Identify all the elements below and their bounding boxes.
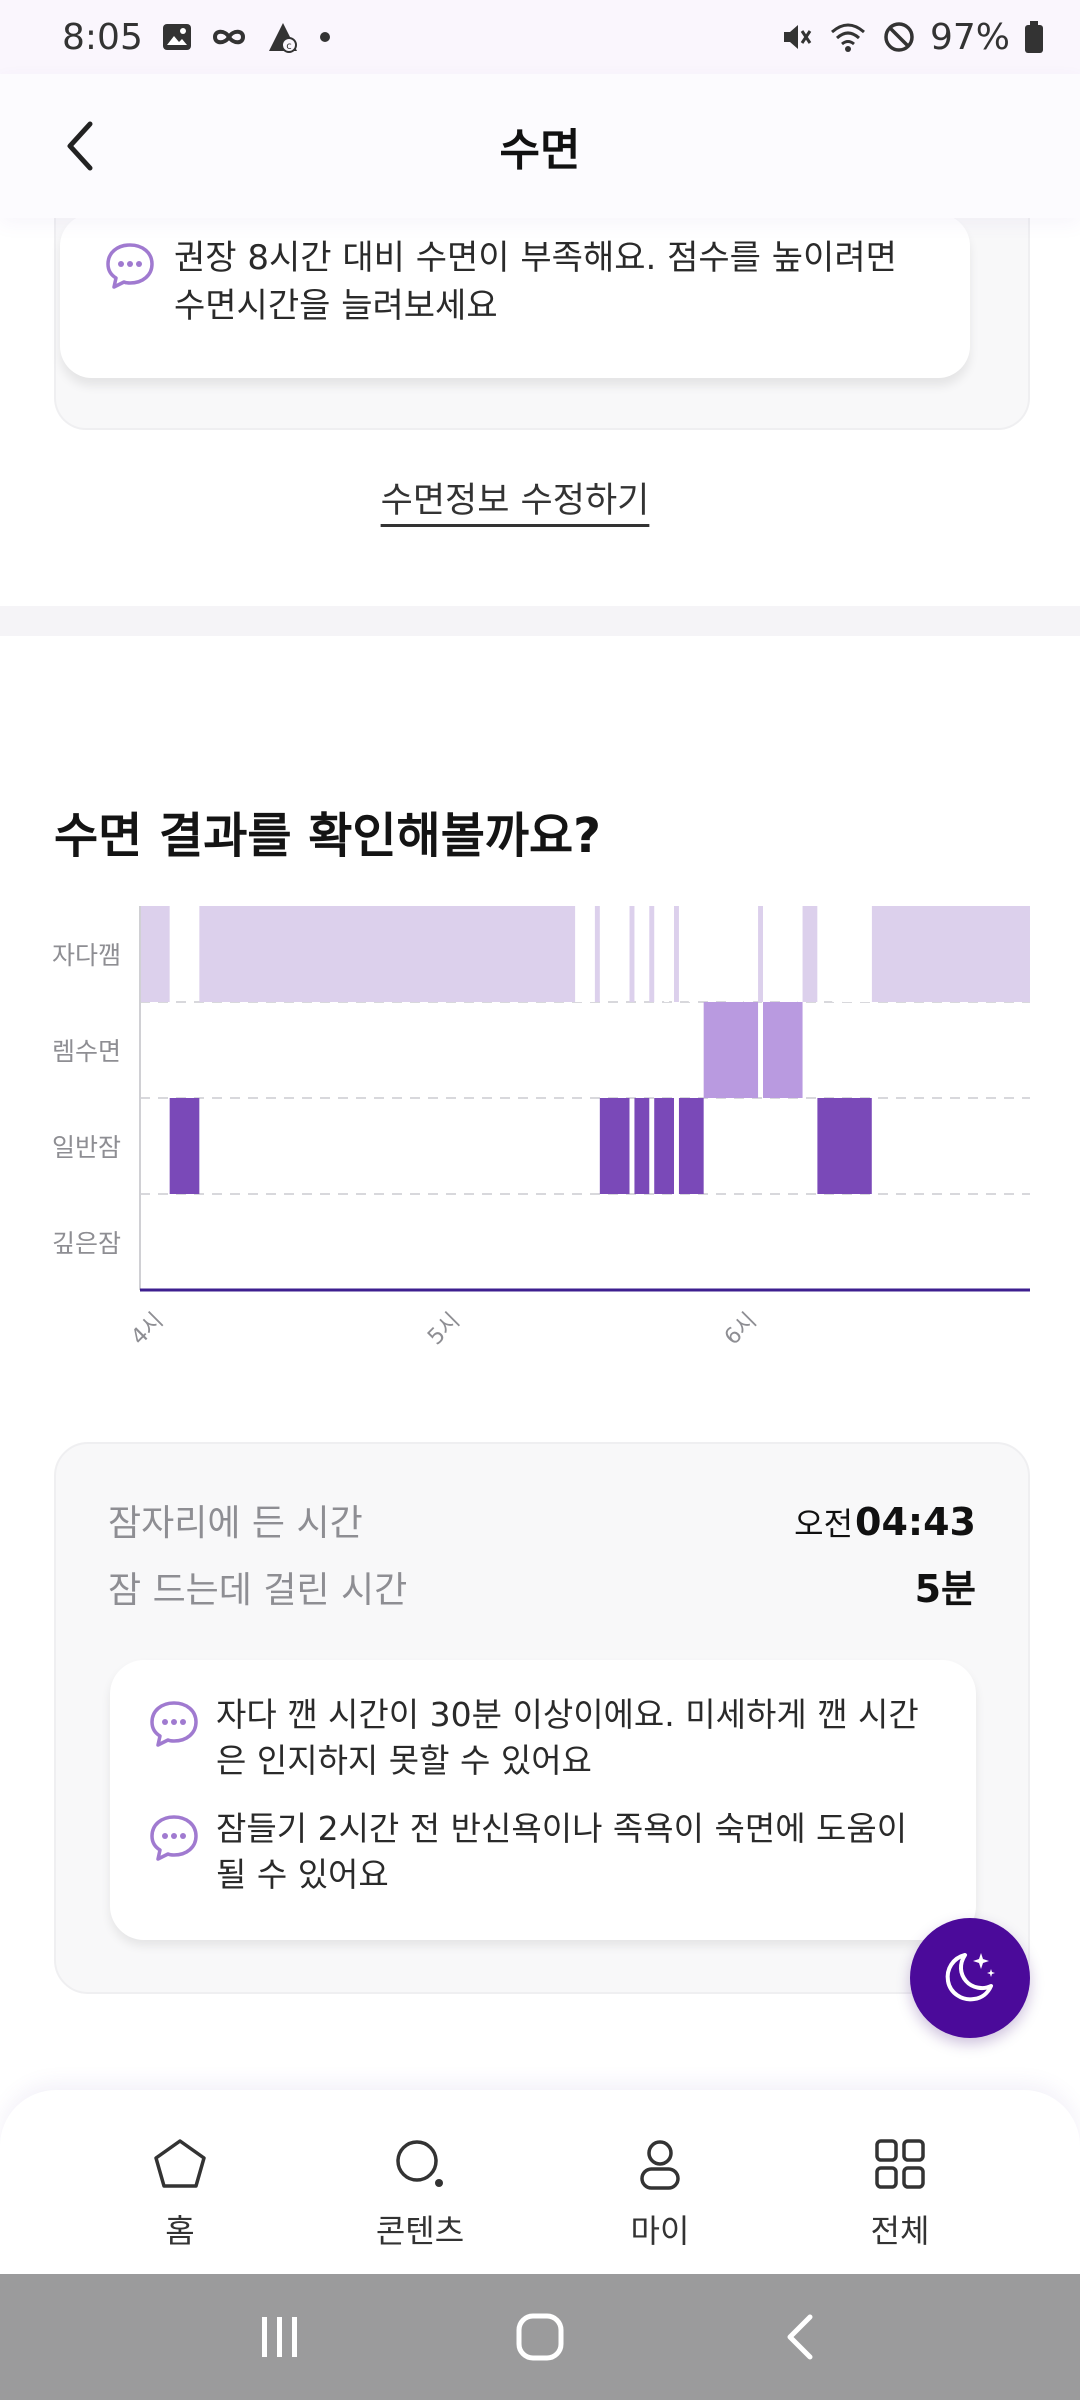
infinity-icon: [211, 26, 247, 48]
advice-card: 자다 깬 시간이 30분 이상이에요. 미세하게 깬 시간은 인지하지 못할 수…: [110, 1660, 976, 1940]
search-icon: [396, 2140, 443, 2187]
stage-segment: [763, 1002, 803, 1098]
advice-item: 잠들기 2시간 전 반신욕이나 족욕이 숙면에 도움이 될 수 있어요: [148, 1806, 936, 1898]
page-title: 수면: [499, 125, 581, 176]
grid-icon: [875, 2139, 925, 2189]
awake-gap: [664, 906, 670, 1002]
advice-text: 자다 깬 시간이 30분 이상이에요. 미세하게 깬 시간은 인지하지 못할 수…: [216, 1695, 919, 1780]
awake-gap: [688, 906, 694, 1002]
awake-gap: [817, 906, 823, 1002]
home-icon: [154, 2139, 206, 2188]
battery-icon: [1024, 20, 1044, 54]
awake-gap: [748, 906, 754, 1002]
recent-apps-button[interactable]: [230, 2297, 330, 2377]
chat-bubble-icon: [150, 1701, 198, 1747]
moon-stars-icon: [945, 1953, 995, 2002]
home-system-button[interactable]: [490, 2297, 590, 2377]
status-time: 8:05: [62, 16, 143, 58]
stage-segment: [703, 1002, 759, 1098]
stage-segment: [871, 906, 1030, 1002]
stage-segment: [199, 906, 600, 1002]
chat-bubble-icon: [150, 1815, 198, 1861]
bedtime-label: 잠자리에 든 시간: [108, 1503, 363, 1544]
edit-sleep-info-link-wrap: 수면정보 수정하기: [0, 472, 1030, 523]
score-tip-card: 권장 8시간 대비 수면이 부족해요. 점수를 높이려면 수면시간을 늘려보세요: [60, 214, 970, 378]
x-tick-label: 6시: [720, 1308, 762, 1350]
system-navigation-bar: [0, 2274, 1080, 2400]
y-axis-label: 자다깸: [52, 941, 121, 970]
y-axis-label: 깊은잠: [52, 1229, 121, 1258]
section-divider: [0, 606, 1080, 636]
stage-segment: [649, 906, 655, 1002]
app-header: 수면: [0, 74, 1080, 218]
latency-row: 잠 드는데 걸린 시간 5분: [108, 1558, 976, 1613]
awake-gap: [708, 906, 714, 1002]
app-notification-icon: c: [265, 19, 301, 55]
awake-gap: [787, 906, 798, 1002]
wifi-icon: [828, 20, 868, 54]
stage-segment: [599, 1098, 630, 1194]
stage-segment: [629, 906, 635, 1002]
nav-label-all: 전체: [870, 2212, 930, 2250]
y-axis-label: 일반잠: [52, 1133, 121, 1162]
nav-label-my: 마이: [630, 2212, 690, 2250]
bedtime-row: 잠자리에 든 시간 오전04:43: [108, 1494, 976, 1546]
stage-segment: [634, 1098, 650, 1194]
y-axis-label: 렘수면: [52, 1037, 121, 1066]
nav-item-home[interactable]: 홈: [90, 2090, 270, 2274]
awake-gap: [575, 906, 595, 1002]
chevron-left-icon: [67, 121, 93, 171]
gallery-icon: [161, 21, 193, 53]
x-tick-label: 5시: [423, 1308, 465, 1350]
bottom-navigation: 홈 콘텐츠 마이 전체: [0, 2090, 1080, 2274]
x-tick-label: 4시: [127, 1308, 169, 1350]
stage-segment: [654, 1098, 674, 1194]
chat-bubble-icon: [106, 243, 154, 289]
do-not-disturb-icon: [882, 20, 916, 54]
status-bar: 8:05 c 97%: [0, 0, 1080, 74]
system-back-button[interactable]: [750, 2297, 850, 2377]
bedtime-value-wrap: 오전04:43: [794, 1499, 976, 1545]
stage-segment: [802, 906, 818, 1002]
stage-segment: [140, 906, 170, 1002]
nav-item-my[interactable]: 마이: [570, 2090, 750, 2274]
sleep-info-card: 잠자리에 든 시간 오전04:43 잠 드는데 걸린 시간 5분 자다 깬 시간…: [54, 1442, 1030, 1994]
section-title: 수면 결과를 확인해볼까요?: [54, 808, 602, 864]
advice-text: 잠들기 2시간 전 반신욕이나 족욕이 숙면에 도움이 될 수 있어요: [216, 1809, 908, 1894]
stage-segment: [758, 906, 763, 1002]
stage-segment: [674, 906, 679, 1002]
latency-label: 잠 드는데 걸린 시간: [108, 1570, 408, 1611]
battery-percent: 97%: [929, 16, 1010, 58]
svg-text:c: c: [286, 41, 292, 52]
advice-item: 자다 깬 시간이 30분 이상이에요. 미세하게 깬 시간은 인지하지 못할 수…: [148, 1692, 936, 1784]
awake-gap: [728, 906, 744, 1002]
stage-segment: [169, 1098, 200, 1194]
latency-value: 5분: [914, 1567, 976, 1611]
nav-label-contents: 콘텐츠: [375, 2212, 465, 2250]
nav-item-all[interactable]: 전체: [810, 2090, 990, 2274]
bedtime-value: 04:43: [855, 1500, 976, 1544]
edit-sleep-info-link[interactable]: 수면정보 수정하기: [380, 481, 650, 521]
nav-item-contents[interactable]: 콘텐츠: [330, 2090, 510, 2274]
recent-apps-icon: [262, 2317, 297, 2357]
score-tip-text: 권장 8시간 대비 수면이 부족해요. 점수를 높이려면 수면시간을 늘려보세요: [174, 238, 897, 326]
awake-gap: [842, 906, 872, 1002]
stage-segment: [678, 1098, 704, 1194]
sleep-mode-fab[interactable]: [910, 1918, 1030, 2038]
person-icon: [640, 2140, 680, 2190]
nav-label-home: 홈: [165, 2212, 195, 2250]
bedtime-ampm: 오전: [794, 1505, 854, 1543]
back-button[interactable]: [48, 114, 112, 178]
awake-gap: [832, 906, 838, 1002]
back-arrow-icon: [787, 2314, 813, 2360]
mute-icon: [780, 20, 814, 54]
stage-segment: [817, 1098, 872, 1194]
dot-icon: [319, 31, 331, 43]
home-circle-icon: [516, 2313, 564, 2361]
